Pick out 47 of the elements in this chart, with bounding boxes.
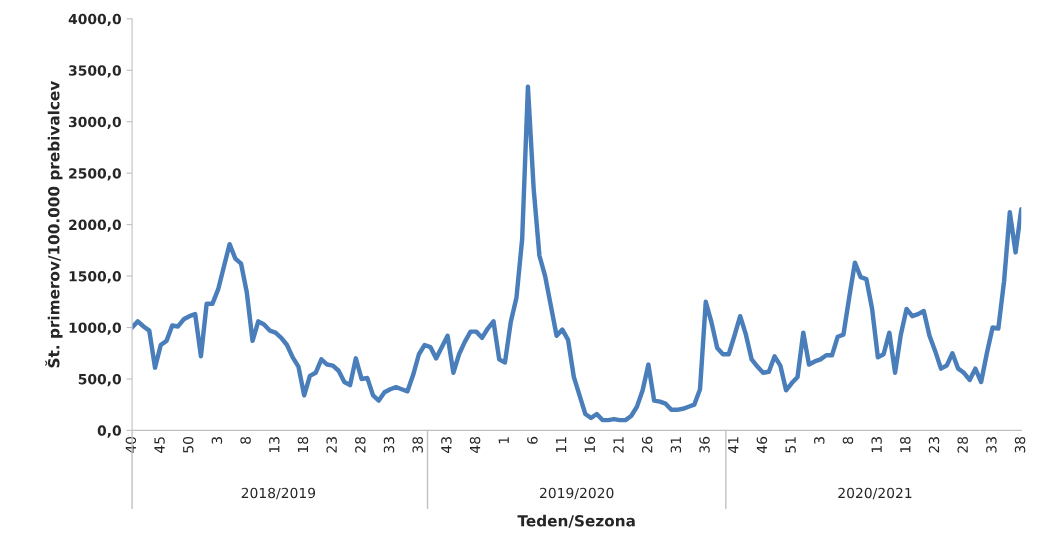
- x-tick-label: 13: [871, 437, 882, 453]
- x-tick-label: 46: [756, 436, 768, 453]
- x-tick-label: 36: [699, 436, 710, 453]
- x-tick-label: 18: [900, 436, 911, 453]
- y-tick-label: 500,0: [78, 373, 121, 387]
- x-tick-label: 28: [355, 436, 366, 453]
- x-tick-label: 43: [441, 437, 452, 453]
- x-tick-label: 21: [613, 437, 624, 453]
- x-tick-label: 38: [412, 436, 423, 453]
- x-tick-label: 11: [556, 437, 567, 453]
- x-tick-label: 41: [728, 437, 739, 453]
- y-tick-label: 2500,0: [69, 168, 121, 181]
- x-tick-label: 33: [986, 437, 997, 453]
- text: 2018/2019: [241, 487, 316, 500]
- y-tick-label: 2000,0: [69, 219, 121, 232]
- text: 2019/2020: [540, 487, 614, 500]
- x-tick-label: 31: [670, 437, 682, 453]
- x-tick-label: 40: [125, 436, 137, 453]
- x-tick-label: 3: [211, 437, 223, 444]
- x-tick-label: 38: [1014, 436, 1026, 453]
- x-tick-label: 23: [928, 437, 940, 453]
- x-tick-label: 6: [527, 436, 538, 444]
- y-axis-title: Št. primerov/100.000 prebivalcev: [45, 80, 63, 368]
- y-tick-label: 4000,0: [68, 13, 121, 27]
- x-tick-label: 45: [154, 437, 165, 453]
- x-tick-label: 48: [469, 436, 481, 453]
- x-tick-label: 13: [269, 437, 280, 453]
- x-tick-label: 50: [182, 436, 194, 453]
- line-series: [132, 84, 1022, 423]
- y-tick-label: 1500,0: [69, 271, 121, 284]
- x-axis-title: Teden/Sezona: [517, 514, 635, 528]
- x-tick-label: 18: [297, 436, 309, 453]
- x-tick-label: 3: [814, 437, 825, 444]
- x-tick-label: 26: [641, 436, 653, 453]
- y-tick-label: 3000,0: [69, 116, 121, 129]
- y-tick-label: 1000,0: [69, 322, 121, 335]
- x-tick-label: 8: [240, 436, 251, 444]
- y-tick-label: 3500,0: [69, 65, 121, 78]
- x-tick-label: 23: [326, 437, 337, 453]
- text: 2020/2021: [838, 487, 912, 500]
- x-tick-label: 8: [842, 436, 854, 444]
- y-tick-label: 0,0: [97, 425, 121, 438]
- x-tick-label: 1: [498, 437, 509, 444]
- x-tick-label: 28: [957, 436, 968, 453]
- x-tick-label: 16: [584, 436, 596, 453]
- x-tick-label: 51: [785, 437, 796, 453]
- x-tick-label: 33: [383, 437, 395, 453]
